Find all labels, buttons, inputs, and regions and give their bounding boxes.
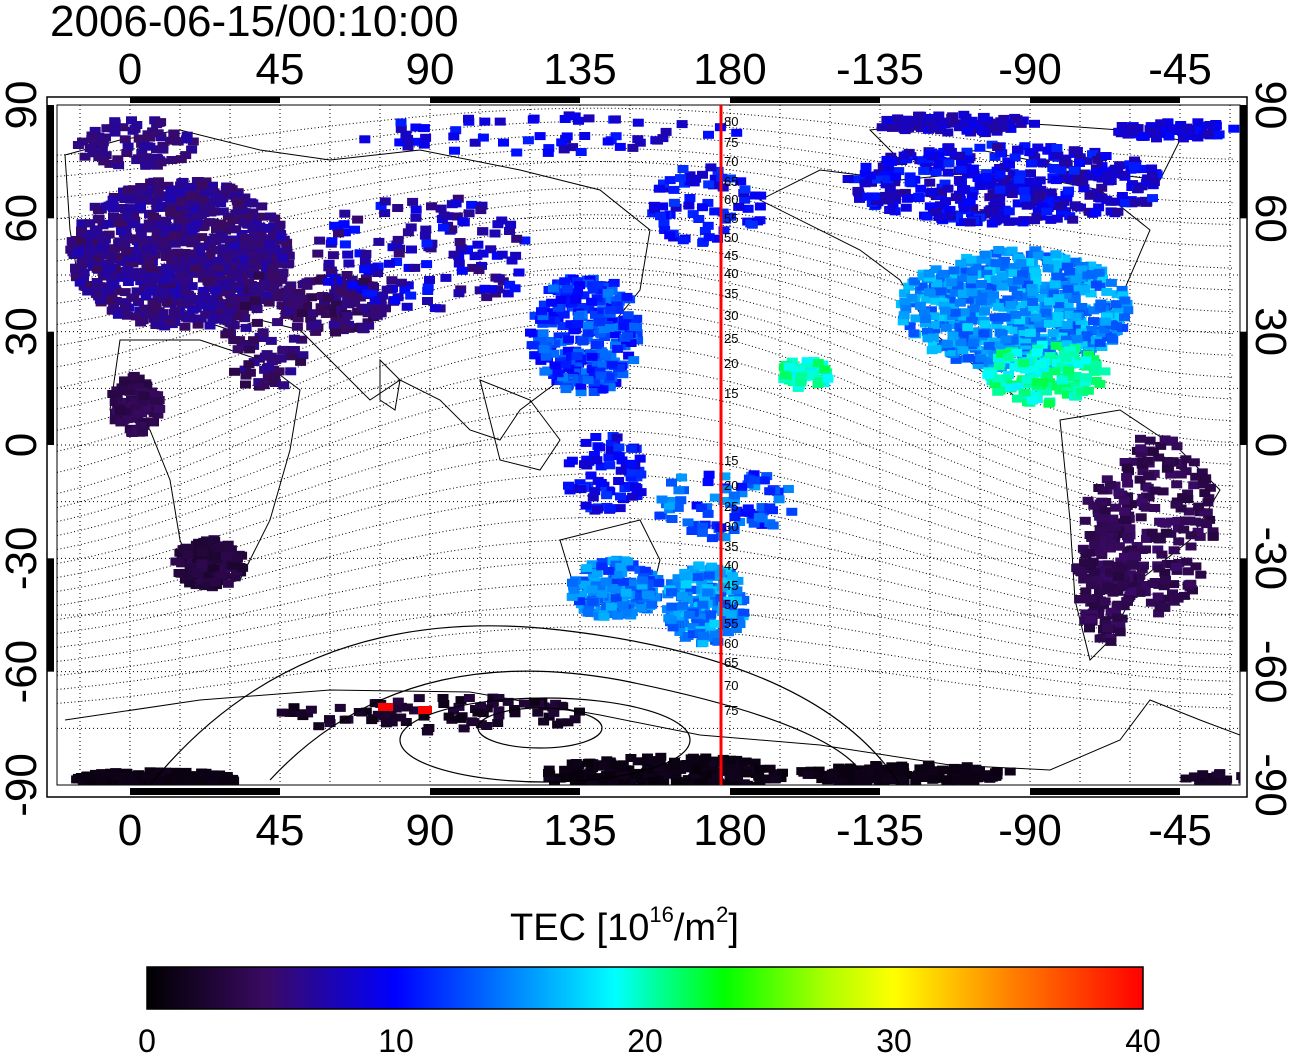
colorbar-title: TEC [1016/m2]	[510, 902, 739, 950]
mag-lat-label: 45	[724, 248, 738, 263]
colorbar: 0 10 20 30 40	[138, 966, 1161, 1057]
mag-lat-label: 50	[724, 230, 738, 245]
lat-tick-label-left: -30	[0, 527, 46, 591]
mag-lat-label: 60	[724, 636, 738, 651]
colorbar-tick-label: 0	[138, 1023, 156, 1057]
map-title: 2006-06-15/00:10:00	[50, 0, 459, 46]
lat-tick-label-right: -90	[1246, 753, 1292, 817]
lon-tick-label-top: 135	[543, 45, 616, 94]
polar-contours	[149, 625, 901, 785]
mag-lat-label: 80	[724, 114, 738, 129]
mag-lat-label: 25	[724, 499, 738, 514]
colorbar-tick-label: 30	[876, 1023, 912, 1057]
mag-lat-label: 70	[724, 154, 738, 169]
mag-lat-label: 75	[724, 135, 738, 150]
mag-lat-label: 25	[724, 331, 738, 346]
lat-tick-label-right: 0	[1246, 433, 1292, 457]
lat-tick-label-left: -90	[0, 753, 46, 817]
mag-lat-label: 60	[724, 192, 738, 207]
lon-tick-label-bottom: 180	[693, 806, 766, 855]
lat-tick-label-right: -30	[1246, 527, 1292, 591]
mag-lat-label: 20	[724, 478, 738, 493]
mag-lat-label: 40	[724, 266, 738, 281]
lon-tick-label-bottom: 90	[406, 806, 455, 855]
lon-tick-label-top: -90	[998, 45, 1062, 94]
lon-tick-label-top: -45	[1148, 45, 1212, 94]
lon-tick-label-bottom: -135	[836, 806, 924, 855]
mag-lat-label: 20	[724, 356, 738, 371]
mag-lat-label: 55	[724, 211, 738, 226]
mag-lat-label: 35	[724, 539, 738, 554]
mag-lat-label: 75	[724, 703, 738, 718]
mag-lat-label: 40	[724, 558, 738, 573]
mag-lat-label: 70	[724, 678, 738, 693]
lon-tick-label-top: 0	[118, 45, 142, 94]
mag-lat-label: 15	[724, 453, 738, 468]
lat-tick-label-left: -60	[0, 640, 46, 704]
colorbar-tick-label: 20	[627, 1023, 663, 1057]
mag-lat-label: 65	[724, 655, 738, 670]
colorbar-tick-label: 40	[1125, 1023, 1161, 1057]
mag-lat-label: 55	[724, 616, 738, 631]
mag-lat-label: 50	[724, 597, 738, 612]
mag-lat-label: 30	[724, 519, 738, 534]
mag-lat-label: 30	[724, 308, 738, 323]
mag-lat-label: 35	[724, 286, 738, 301]
colorbar-tick-label: 10	[378, 1023, 414, 1057]
lon-tick-label-bottom: -90	[998, 806, 1062, 855]
lat-lon-grid	[57, 105, 1240, 785]
lon-tick-label-bottom: 45	[256, 806, 305, 855]
lon-tick-label-top: 90	[406, 45, 455, 94]
mag-lat-label: 15	[724, 386, 738, 401]
lon-tick-label-top: 45	[256, 45, 305, 94]
tec-data-cells	[65, 110, 1240, 785]
mag-lat-label: 45	[724, 578, 738, 593]
lat-tick-label-right: -60	[1246, 640, 1292, 704]
lon-tick-label-top: 180	[693, 45, 766, 94]
lat-tick-label-right: 60	[1246, 194, 1292, 243]
lat-tick-label-right: 30	[1246, 307, 1292, 356]
lat-tick-label-left: 90	[0, 81, 46, 130]
lon-tick-label-top: -135	[836, 45, 924, 94]
lon-tick-label-bottom: -45	[1148, 806, 1212, 855]
lat-tick-label-left: 30	[0, 307, 46, 356]
lon-tick-label-bottom: 135	[543, 806, 616, 855]
lon-tick-label-bottom: 0	[118, 806, 142, 855]
colorbar-gradient	[146, 966, 1144, 1010]
mag-lat-label: 65	[724, 174, 738, 189]
lat-tick-label-right: 90	[1246, 81, 1292, 130]
lat-tick-label-left: 60	[0, 194, 46, 243]
lat-tick-label-left: 0	[0, 433, 46, 457]
